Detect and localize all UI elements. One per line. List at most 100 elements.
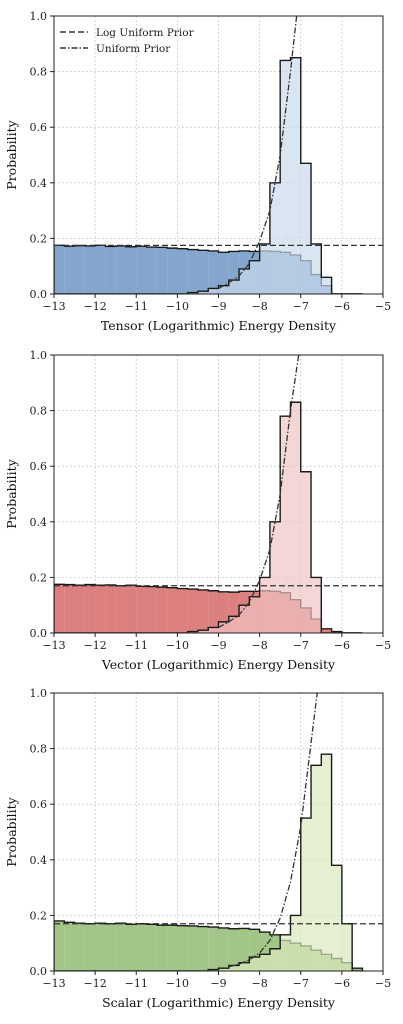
histogram-bar bbox=[74, 245, 85, 294]
x-tick-label: −6 bbox=[334, 300, 350, 313]
x-tick-label: −10 bbox=[166, 300, 189, 313]
legend-label: Log Uniform Prior bbox=[96, 27, 195, 39]
histogram-bar bbox=[167, 925, 178, 971]
x-tick-label: −11 bbox=[125, 639, 148, 652]
histogram-bar bbox=[228, 251, 240, 294]
x-tick-label: −11 bbox=[125, 300, 148, 313]
histogram-bar bbox=[269, 182, 281, 294]
histogram-bar bbox=[146, 586, 157, 633]
histogram-bar bbox=[74, 923, 85, 971]
x-tick-label: −6 bbox=[334, 639, 350, 652]
histogram-bar bbox=[249, 957, 260, 971]
histogram-bar bbox=[259, 954, 270, 971]
plot-area bbox=[54, 693, 383, 971]
x-tick-label: −13 bbox=[42, 300, 65, 313]
histogram-bar bbox=[115, 923, 126, 971]
histogram-bar bbox=[197, 291, 209, 294]
uniform-histogram bbox=[54, 57, 363, 294]
x-tick-label: −5 bbox=[375, 977, 391, 990]
histogram-bar bbox=[239, 928, 250, 971]
histogram-bar bbox=[249, 929, 260, 971]
x-tick-label: −12 bbox=[84, 977, 107, 990]
histogram-bar bbox=[115, 585, 126, 633]
x-tick-label: −11 bbox=[125, 977, 148, 990]
histogram-bar bbox=[177, 588, 188, 633]
histogram-bar bbox=[64, 246, 75, 294]
x-tick-label: −5 bbox=[375, 300, 391, 313]
histogram-bar bbox=[331, 865, 342, 971]
histogram-bar bbox=[95, 923, 106, 971]
histogram-bar bbox=[187, 589, 198, 633]
histogram-bar bbox=[177, 248, 188, 294]
y-tick-label: 0.6 bbox=[30, 798, 48, 811]
histogram-bar bbox=[259, 577, 270, 633]
y-tick-label: 0.0 bbox=[30, 627, 48, 640]
y-tick-label: 0.4 bbox=[30, 854, 48, 867]
y-tick-label: 1.0 bbox=[30, 10, 48, 23]
histogram-bar bbox=[167, 587, 178, 633]
plot-area bbox=[54, 355, 383, 633]
histogram-bar bbox=[311, 577, 322, 633]
x-axis-label: Tensor (Logarithmic) Energy Density bbox=[101, 318, 337, 333]
y-tick-label: 1.0 bbox=[30, 349, 48, 362]
histogram-bar bbox=[125, 585, 137, 633]
histogram-bar bbox=[146, 247, 157, 294]
y-axis-label: Probability bbox=[4, 119, 19, 189]
histogram-bar bbox=[105, 246, 116, 294]
histogram-bar bbox=[136, 586, 147, 633]
histogram-bar bbox=[64, 922, 75, 971]
legend: Log Uniform Prior Uniform Prior bbox=[60, 27, 195, 55]
histogram-bar bbox=[156, 587, 168, 633]
histogram-outline bbox=[54, 401, 363, 633]
histogram-bar bbox=[228, 616, 240, 633]
chart-1: −13 −12 −11 −10 −9 −8 −7 −6 −5 0.0 0.2 0.4 0.6 0.8 1.0… bbox=[4, 10, 391, 333]
histogram-bar bbox=[146, 924, 157, 971]
histogram-bar bbox=[311, 243, 322, 294]
x-tick-label: −13 bbox=[42, 639, 65, 652]
x-axis-label: Scalar (Logarithmic) Energy Density bbox=[102, 995, 336, 1010]
y-tick-label: 0.4 bbox=[30, 516, 48, 529]
histogram-bar bbox=[290, 57, 301, 294]
x-tick-label: −9 bbox=[210, 300, 226, 313]
histogram-bar bbox=[197, 250, 209, 294]
y-axis-label: Probability bbox=[4, 458, 19, 528]
histogram-bar bbox=[228, 592, 240, 633]
histogram-bar bbox=[64, 584, 75, 633]
histogram-bar bbox=[280, 60, 291, 294]
y-axis-label: Probability bbox=[4, 796, 19, 866]
histogram-bar bbox=[84, 923, 96, 971]
histogram-bar bbox=[208, 288, 219, 294]
histogram-bar bbox=[321, 277, 332, 294]
x-tick-label: −6 bbox=[334, 977, 350, 990]
x-tick-label: −10 bbox=[166, 977, 189, 990]
histogram-bar bbox=[218, 591, 229, 633]
y-tick-label: 0.4 bbox=[30, 177, 48, 190]
histogram-bar bbox=[300, 471, 312, 633]
x-tick-label: −8 bbox=[252, 639, 268, 652]
histogram-bar bbox=[125, 924, 137, 971]
y-tick-label: 0.6 bbox=[30, 121, 48, 134]
histogram-bar bbox=[269, 948, 281, 971]
x-tick-label: −9 bbox=[210, 639, 226, 652]
histogram-bar bbox=[156, 925, 168, 971]
histogram-bar bbox=[300, 818, 312, 971]
x-tick-label: −13 bbox=[42, 977, 65, 990]
histogram-bar bbox=[84, 584, 96, 633]
histogram-bar bbox=[259, 932, 270, 971]
histogram-bar bbox=[228, 965, 240, 971]
histogram-bar bbox=[125, 246, 137, 294]
y-tick-label: 0.0 bbox=[30, 965, 48, 978]
histogram-bar bbox=[321, 628, 332, 633]
chart-3: −13 −12 −11 −10 −9 −8 −7 −6 −5 0.0 0.2 0.4 0.6 0.8 1.0… bbox=[4, 687, 391, 1010]
y-tick-label: 0.0 bbox=[30, 288, 48, 301]
histogram-bar bbox=[105, 584, 116, 633]
x-tick-label: −7 bbox=[293, 639, 309, 652]
y-tick-label: 0.2 bbox=[30, 232, 48, 245]
x-tick-label: −7 bbox=[293, 977, 309, 990]
histogram-bar bbox=[197, 589, 209, 633]
x-tick-label: −8 bbox=[252, 977, 268, 990]
histogram-bar bbox=[249, 260, 260, 294]
uniform-histogram bbox=[54, 401, 363, 633]
y-tick-label: 0.8 bbox=[30, 405, 48, 418]
